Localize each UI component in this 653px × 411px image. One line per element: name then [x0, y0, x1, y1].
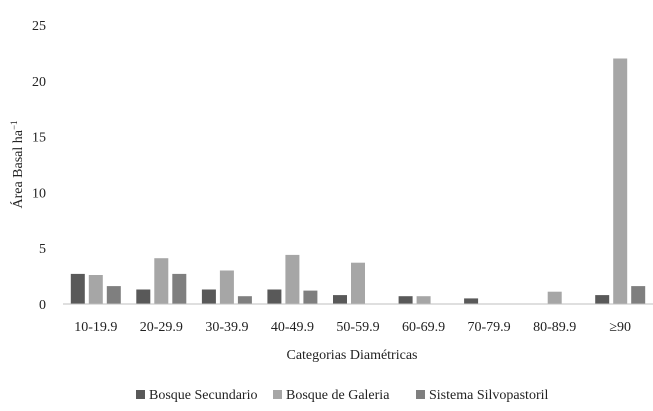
bar-3: [238, 296, 252, 304]
y-axis-title: Área Basal ha−1: [9, 120, 26, 208]
legend-label: Bosque Secundario: [149, 388, 257, 403]
bar-1: [71, 274, 85, 304]
bar-2: [154, 258, 168, 304]
x-axis-title: Categorias Diamétricas: [286, 348, 417, 363]
x-tick-label: 80-89.9: [533, 320, 576, 335]
legend-swatch: [416, 390, 425, 399]
legend-swatch: [273, 390, 282, 399]
x-tick-label: ≥90: [609, 320, 631, 335]
bar-2: [285, 255, 299, 304]
y-tick-label: 20: [32, 75, 46, 90]
legend-label: Bosque de Galeria: [286, 388, 390, 403]
x-tick-label: 70-79.9: [468, 320, 511, 335]
bar-2: [613, 59, 627, 305]
bar-3: [631, 286, 645, 304]
bar-2: [89, 275, 103, 304]
y-tick-label: 25: [32, 19, 46, 34]
bar-1: [202, 290, 216, 305]
bar-3: [303, 291, 317, 304]
bar-1: [333, 295, 347, 304]
x-tick-label: 60-69.9: [402, 320, 445, 335]
x-axis-ticks: 10-19.9 20-29.9 30-39.9 40-49.9 50-59.9 60-69…: [74, 320, 631, 335]
y-tick-label: 5: [39, 242, 46, 257]
bar-3: [172, 274, 186, 304]
x-tick-label: 50-59.9: [336, 320, 379, 335]
bar-1: [595, 295, 609, 304]
legend: Bosque Secundario Bosque de Galeria Sistem…: [136, 388, 549, 403]
x-tick-label: 10-19.9: [74, 320, 117, 335]
y-tick-label: 10: [32, 186, 46, 201]
bars: [71, 59, 645, 305]
bar-3: [107, 286, 121, 304]
legend-swatch: [136, 390, 145, 399]
legend-label: Sistema Silvopastoril: [429, 388, 549, 403]
x-tick-label: 20-29.9: [140, 320, 183, 335]
bar-1: [399, 296, 413, 304]
y-tick-label: 15: [32, 131, 46, 146]
y-axis-title-main: Área Basal ha: [9, 129, 26, 208]
y-axis-ticks: 0 5 10 15 20 25: [32, 19, 46, 313]
bar-1: [267, 290, 281, 305]
bar-2: [548, 292, 562, 304]
y-axis-title-superscript: −1: [9, 120, 19, 130]
bar-1: [136, 290, 150, 305]
bar-2: [351, 263, 365, 304]
bar-2: [417, 296, 431, 304]
y-tick-label: 0: [39, 298, 46, 313]
bar-1: [464, 298, 478, 304]
bar-2: [220, 271, 234, 305]
x-tick-label: 40-49.9: [271, 320, 314, 335]
x-tick-label: 30-39.9: [205, 320, 248, 335]
